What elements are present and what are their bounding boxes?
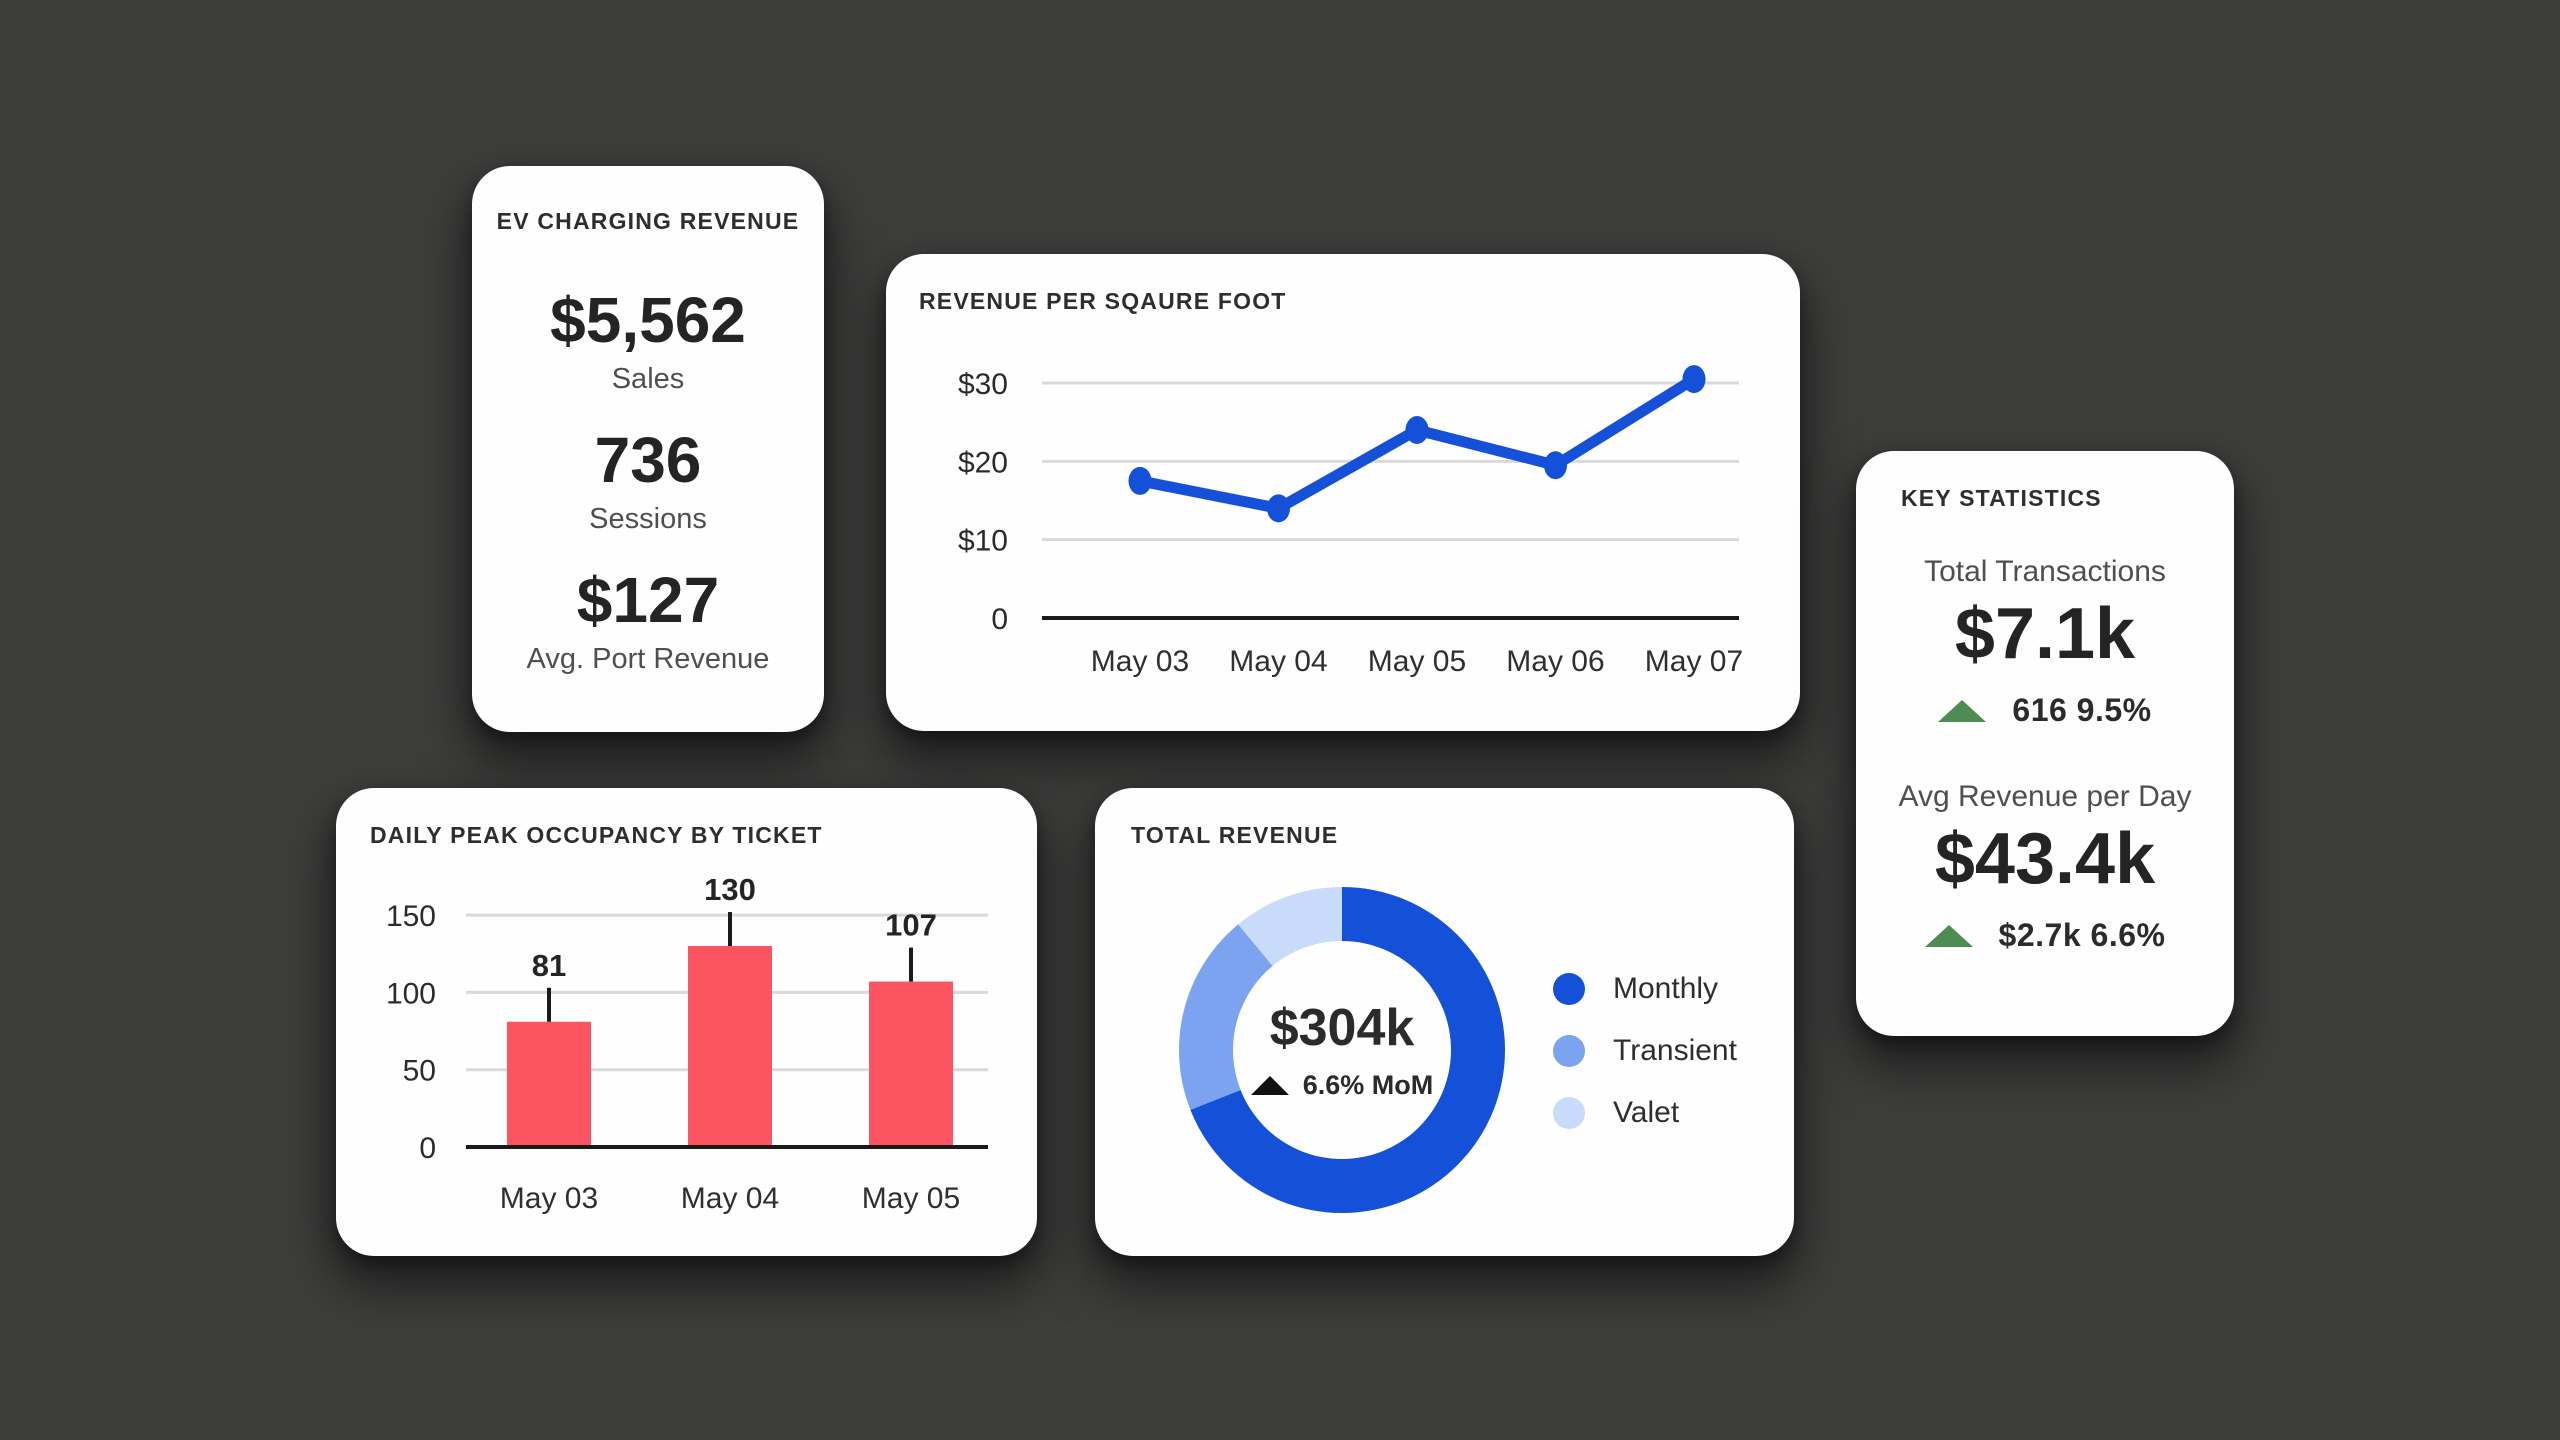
avg-revenue-value: $43.4k xyxy=(1934,819,2156,899)
monthly-dot-icon xyxy=(1553,973,1585,1005)
daily-peak-occupancy-card: DAILY PEAK OCCUPANCY BY TICKET 150 100 50 0… xyxy=(336,788,1037,1256)
sessions-value: 736 xyxy=(594,424,702,496)
ev-card-title: EV CHARGING REVENUE xyxy=(496,208,800,234)
y-tick-label: 0 xyxy=(991,603,1008,636)
total-transactions-delta: 616 9.5% xyxy=(1938,692,2151,729)
y-tick-label: 0 xyxy=(419,1132,436,1165)
metric-avg-port-revenue: $127 Avg. Port Revenue xyxy=(527,563,770,679)
y-tick-label: $20 xyxy=(958,446,1008,479)
revenue-per-square-foot-card: REVENUE PER SQAURE FOOT $30 $20 $10 0 May 03… xyxy=(886,254,1800,731)
total-transactions-value: $7.1k xyxy=(1954,594,2136,674)
up-arrow-icon xyxy=(1924,924,1973,947)
data-point xyxy=(1128,466,1152,495)
donut-legend: Monthly Transient Valet xyxy=(1553,969,1737,1155)
sessions-label: Sessions xyxy=(589,503,707,535)
data-point xyxy=(1682,365,1706,394)
metric-sessions: 736 Sessions xyxy=(589,423,707,539)
up-arrow-icon xyxy=(1250,1075,1289,1095)
total-revenue-delta: 6.6% MoM xyxy=(1250,1069,1434,1101)
avg-revenue-delta: $2.7k 6.6% xyxy=(1924,917,2166,954)
y-tick-label: 50 xyxy=(403,1055,436,1088)
donut-center: $304k 6.6% MoM xyxy=(1233,941,1451,1159)
revenue-line-chart: $30 $20 $10 0 May 03 May 04 May 05 May 06 May 07 xyxy=(958,365,1743,678)
y-tick-label: $10 xyxy=(958,525,1008,558)
bar xyxy=(688,946,772,1147)
data-point xyxy=(1544,451,1567,480)
avg-port-revenue-value: $127 xyxy=(576,564,720,636)
data-point xyxy=(1267,494,1290,523)
stat-total-transactions: Total Transactions $7.1k 616 9.5% xyxy=(1856,552,2234,729)
bar-value-label: 130 xyxy=(704,872,756,907)
ev-metrics: $5,562 Sales 736 Sessions $127 Avg. Port… xyxy=(472,283,824,703)
y-tick-label: $30 xyxy=(958,368,1008,401)
transient-dot-icon xyxy=(1553,1035,1585,1067)
legend-item-transient: Transient xyxy=(1553,1031,1737,1071)
avg-revenue-delta-text: $2.7k 6.6% xyxy=(1998,917,2166,953)
bar-value-label: 81 xyxy=(532,948,566,983)
stats-card-title: KEY STATISTICS xyxy=(1901,485,2102,511)
total-revenue-value: $304k xyxy=(1269,998,1415,1057)
y-tick-label: 100 xyxy=(386,977,436,1010)
x-tick-label: May 03 xyxy=(1091,645,1189,678)
x-tick-label: May 06 xyxy=(1506,645,1604,678)
legend-item-monthly: Monthly xyxy=(1553,969,1737,1009)
ev-charging-revenue-card: EV CHARGING REVENUE $5,562 Sales 736 Ses… xyxy=(472,166,824,732)
total-revenue-donut-chart: $304k 6.6% MoM xyxy=(1179,887,1505,1213)
daily-peak-bar-chart: 150 100 50 0 81 May 03 130 May 04 107 May 05 xyxy=(386,872,988,1215)
avg-revenue-label: Avg Revenue per Day xyxy=(1898,780,2192,813)
x-tick-label: May 03 xyxy=(500,1182,598,1215)
valet-dot-icon xyxy=(1553,1097,1585,1129)
x-tick-label: May 05 xyxy=(862,1182,960,1215)
legend-label-monthly: Monthly xyxy=(1613,972,1719,1005)
bar xyxy=(507,1021,591,1147)
bar-value-label: 107 xyxy=(885,908,937,943)
x-tick-label: May 04 xyxy=(681,1182,779,1215)
bar xyxy=(869,981,953,1147)
total-transactions-delta-text: 616 9.5% xyxy=(2012,692,2152,728)
stat-avg-revenue-per-day: Avg Revenue per Day $43.4k $2.7k 6.6% xyxy=(1856,777,2234,954)
total-revenue-card: TOTAL REVENUE $304k 6.6% MoM Monthly Tra… xyxy=(1095,788,1794,1256)
x-tick-label: May 07 xyxy=(1645,645,1743,678)
sales-label: Sales xyxy=(611,363,685,395)
line-card-title: REVENUE PER SQAURE FOOT xyxy=(919,288,1287,314)
data-point xyxy=(1405,416,1429,445)
y-tick-label: 150 xyxy=(386,900,436,933)
up-arrow-icon xyxy=(1938,699,1987,722)
x-tick-label: May 05 xyxy=(1368,645,1466,678)
key-statistics-card: KEY STATISTICS Total Transactions $7.1k … xyxy=(1856,451,2234,1036)
total-revenue-delta-text: 6.6% MoM xyxy=(1302,1069,1434,1100)
legend-label-transient: Transient xyxy=(1613,1034,1737,1067)
donut-card-title: TOTAL REVENUE xyxy=(1131,822,1339,848)
avg-port-revenue-label: Avg. Port Revenue xyxy=(526,643,770,675)
sales-value: $5,562 xyxy=(550,284,746,356)
total-transactions-label: Total Transactions xyxy=(1924,555,2166,588)
legend-item-valet: Valet xyxy=(1553,1093,1737,1133)
metric-sales: $5,562 Sales xyxy=(550,283,746,399)
x-tick-label: May 04 xyxy=(1229,645,1327,678)
bar-card-title: DAILY PEAK OCCUPANCY BY TICKET xyxy=(370,822,823,848)
legend-label-valet: Valet xyxy=(1613,1096,1680,1129)
